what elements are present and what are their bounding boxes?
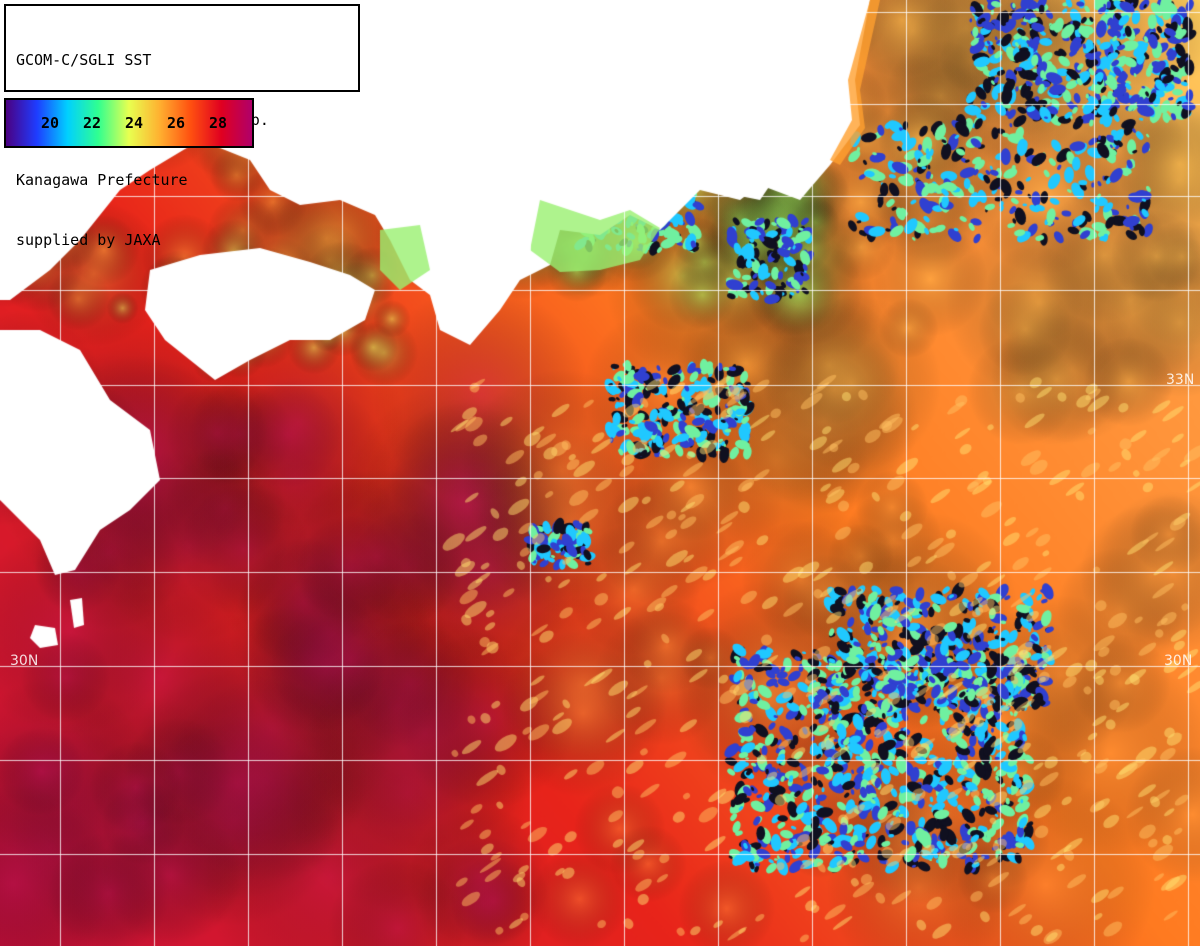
legend-tick-20: 20 <box>40 114 60 132</box>
legend-tick-24: 24 <box>124 114 144 132</box>
legend-tick-28: 28 <box>208 114 228 132</box>
info-title: GCOM-C/SGLI SST <box>16 51 152 69</box>
legend-tick-26: 26 <box>166 114 186 132</box>
lat-label-30-left: 30N <box>10 653 39 669</box>
temperature-legend: 20 22 24 26 28 <box>4 98 254 148</box>
info-credit: supplied by JAXA <box>16 231 161 249</box>
info-box: GCOM-C/SGLI SST ~2025/10/12 (UTC) Week C… <box>4 4 360 249</box>
lat-label-33-left: 33N <box>8 372 37 388</box>
lat-label-33-right: 33N <box>1166 372 1195 388</box>
info-region: Kanagawa Prefecture <box>16 171 188 189</box>
lon-label-136: 136E <box>483 4 499 40</box>
lat-label-30-right: 30N <box>1164 653 1193 669</box>
legend-tick-22: 22 <box>82 114 102 132</box>
